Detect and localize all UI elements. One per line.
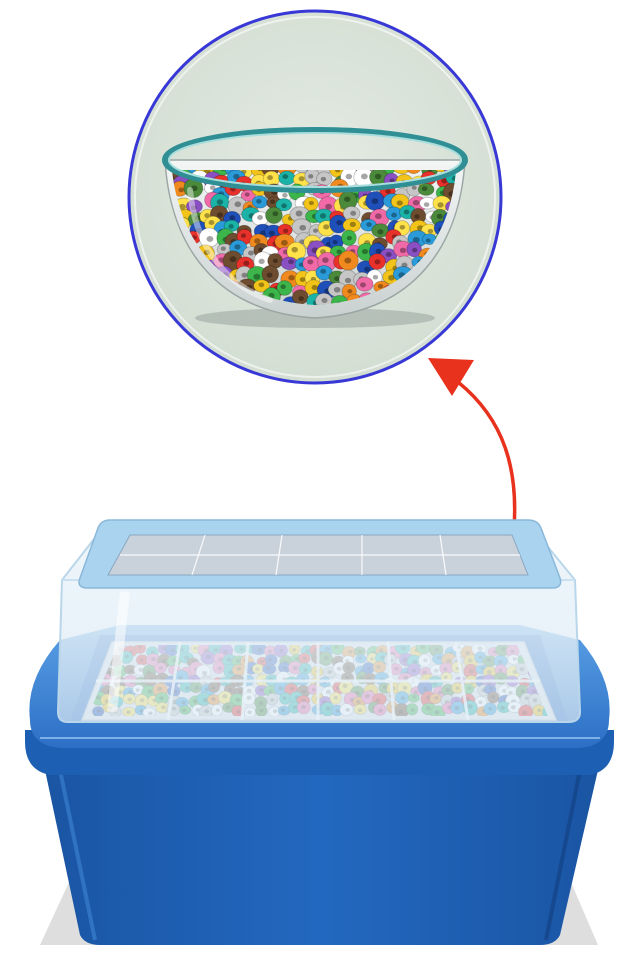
bowl-bead bbox=[276, 280, 293, 296]
bowl-bead bbox=[246, 266, 268, 285]
tub-body bbox=[45, 770, 598, 945]
bowl-bead bbox=[289, 206, 311, 223]
bowl-bead bbox=[198, 227, 220, 248]
bowl-bead bbox=[223, 219, 240, 232]
bowl-bead bbox=[251, 211, 269, 226]
bowl-bead bbox=[261, 265, 279, 284]
bowl-bead bbox=[365, 191, 386, 211]
bowl-bead bbox=[371, 223, 390, 238]
bowl-bead bbox=[417, 183, 435, 196]
bowl-bead bbox=[278, 170, 296, 186]
bowl-bead bbox=[368, 253, 386, 270]
bowl-bead bbox=[251, 195, 269, 209]
bowl-bead bbox=[227, 196, 248, 216]
bowl-bead bbox=[302, 255, 321, 272]
bowl-bead bbox=[342, 218, 361, 233]
curved-arrow-icon bbox=[428, 358, 517, 530]
bowl-bead bbox=[405, 170, 422, 175]
bowl-bead bbox=[303, 196, 319, 212]
bowl-bead bbox=[341, 229, 357, 246]
bowl-bead bbox=[277, 223, 293, 237]
bowl-bead bbox=[338, 250, 359, 271]
bowl-bead bbox=[291, 289, 309, 305]
bowl-bead bbox=[253, 279, 270, 293]
bowl-bead bbox=[355, 276, 374, 292]
bowl-bead bbox=[410, 207, 427, 225]
bowl-bead bbox=[265, 206, 283, 224]
bowl-bead bbox=[406, 241, 422, 258]
bowl-bead bbox=[262, 170, 281, 187]
bead-storage-container-icon bbox=[25, 519, 614, 945]
bowl-bead bbox=[431, 170, 452, 173]
bowl-bead bbox=[392, 170, 412, 175]
bowl-bead bbox=[393, 240, 413, 258]
bowl-bead bbox=[291, 218, 312, 236]
bowl-bead bbox=[240, 189, 256, 202]
glass-bowl-of-beads-icon bbox=[162, 127, 468, 328]
bowl-bead bbox=[390, 193, 410, 210]
bowl-bead bbox=[275, 198, 293, 212]
